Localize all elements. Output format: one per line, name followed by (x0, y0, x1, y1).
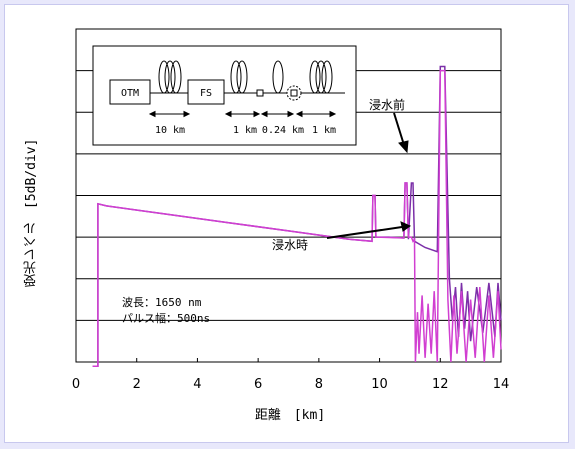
note-pulse-width: パルス幅：500ns (122, 312, 211, 325)
x-tick-label: 12 (432, 377, 449, 392)
x-tick-label: 0 (71, 377, 81, 392)
annotation-arrows (326, 112, 412, 239)
fiber-coil-3 (272, 60, 284, 94)
dim-024km: 0.24 km (262, 125, 304, 136)
fiber-coil-4 (309, 60, 321, 94)
fiber-coil-1 (158, 60, 170, 94)
y-axis-label: 受光レベル [5dB/div] (24, 138, 39, 288)
connector (256, 89, 264, 97)
x-tick-label: 6 (254, 377, 263, 392)
fs-box (187, 79, 225, 105)
fs-label: FS (200, 88, 212, 99)
x-tick-label: 8 (314, 377, 323, 392)
x-tick-label: 10 (371, 377, 388, 392)
dim-10km: 10 km (155, 125, 185, 136)
x-tick-label: 2 (132, 377, 141, 392)
x-tick-label: 4 (193, 377, 202, 392)
x-tick-label: 14 (492, 377, 510, 392)
annotation-during: 浸水時 (272, 238, 309, 252)
setup-diagram: OTM FS 10 km 1 km 0.24 km 1 km (92, 45, 357, 146)
dim-1km-b: 1 km (312, 125, 336, 136)
note-wavelength: 波長：1650 nm (122, 296, 202, 309)
trace-line-2 (92, 69, 502, 367)
otm-box (109, 79, 151, 105)
annotation-before: 浸水前 (369, 98, 406, 112)
dim-1km-a: 1 km (233, 125, 257, 136)
fiber-coil-2 (230, 60, 242, 94)
x-axis-label: 距離 [km] (254, 408, 326, 423)
otm-label: OTM (121, 88, 139, 99)
